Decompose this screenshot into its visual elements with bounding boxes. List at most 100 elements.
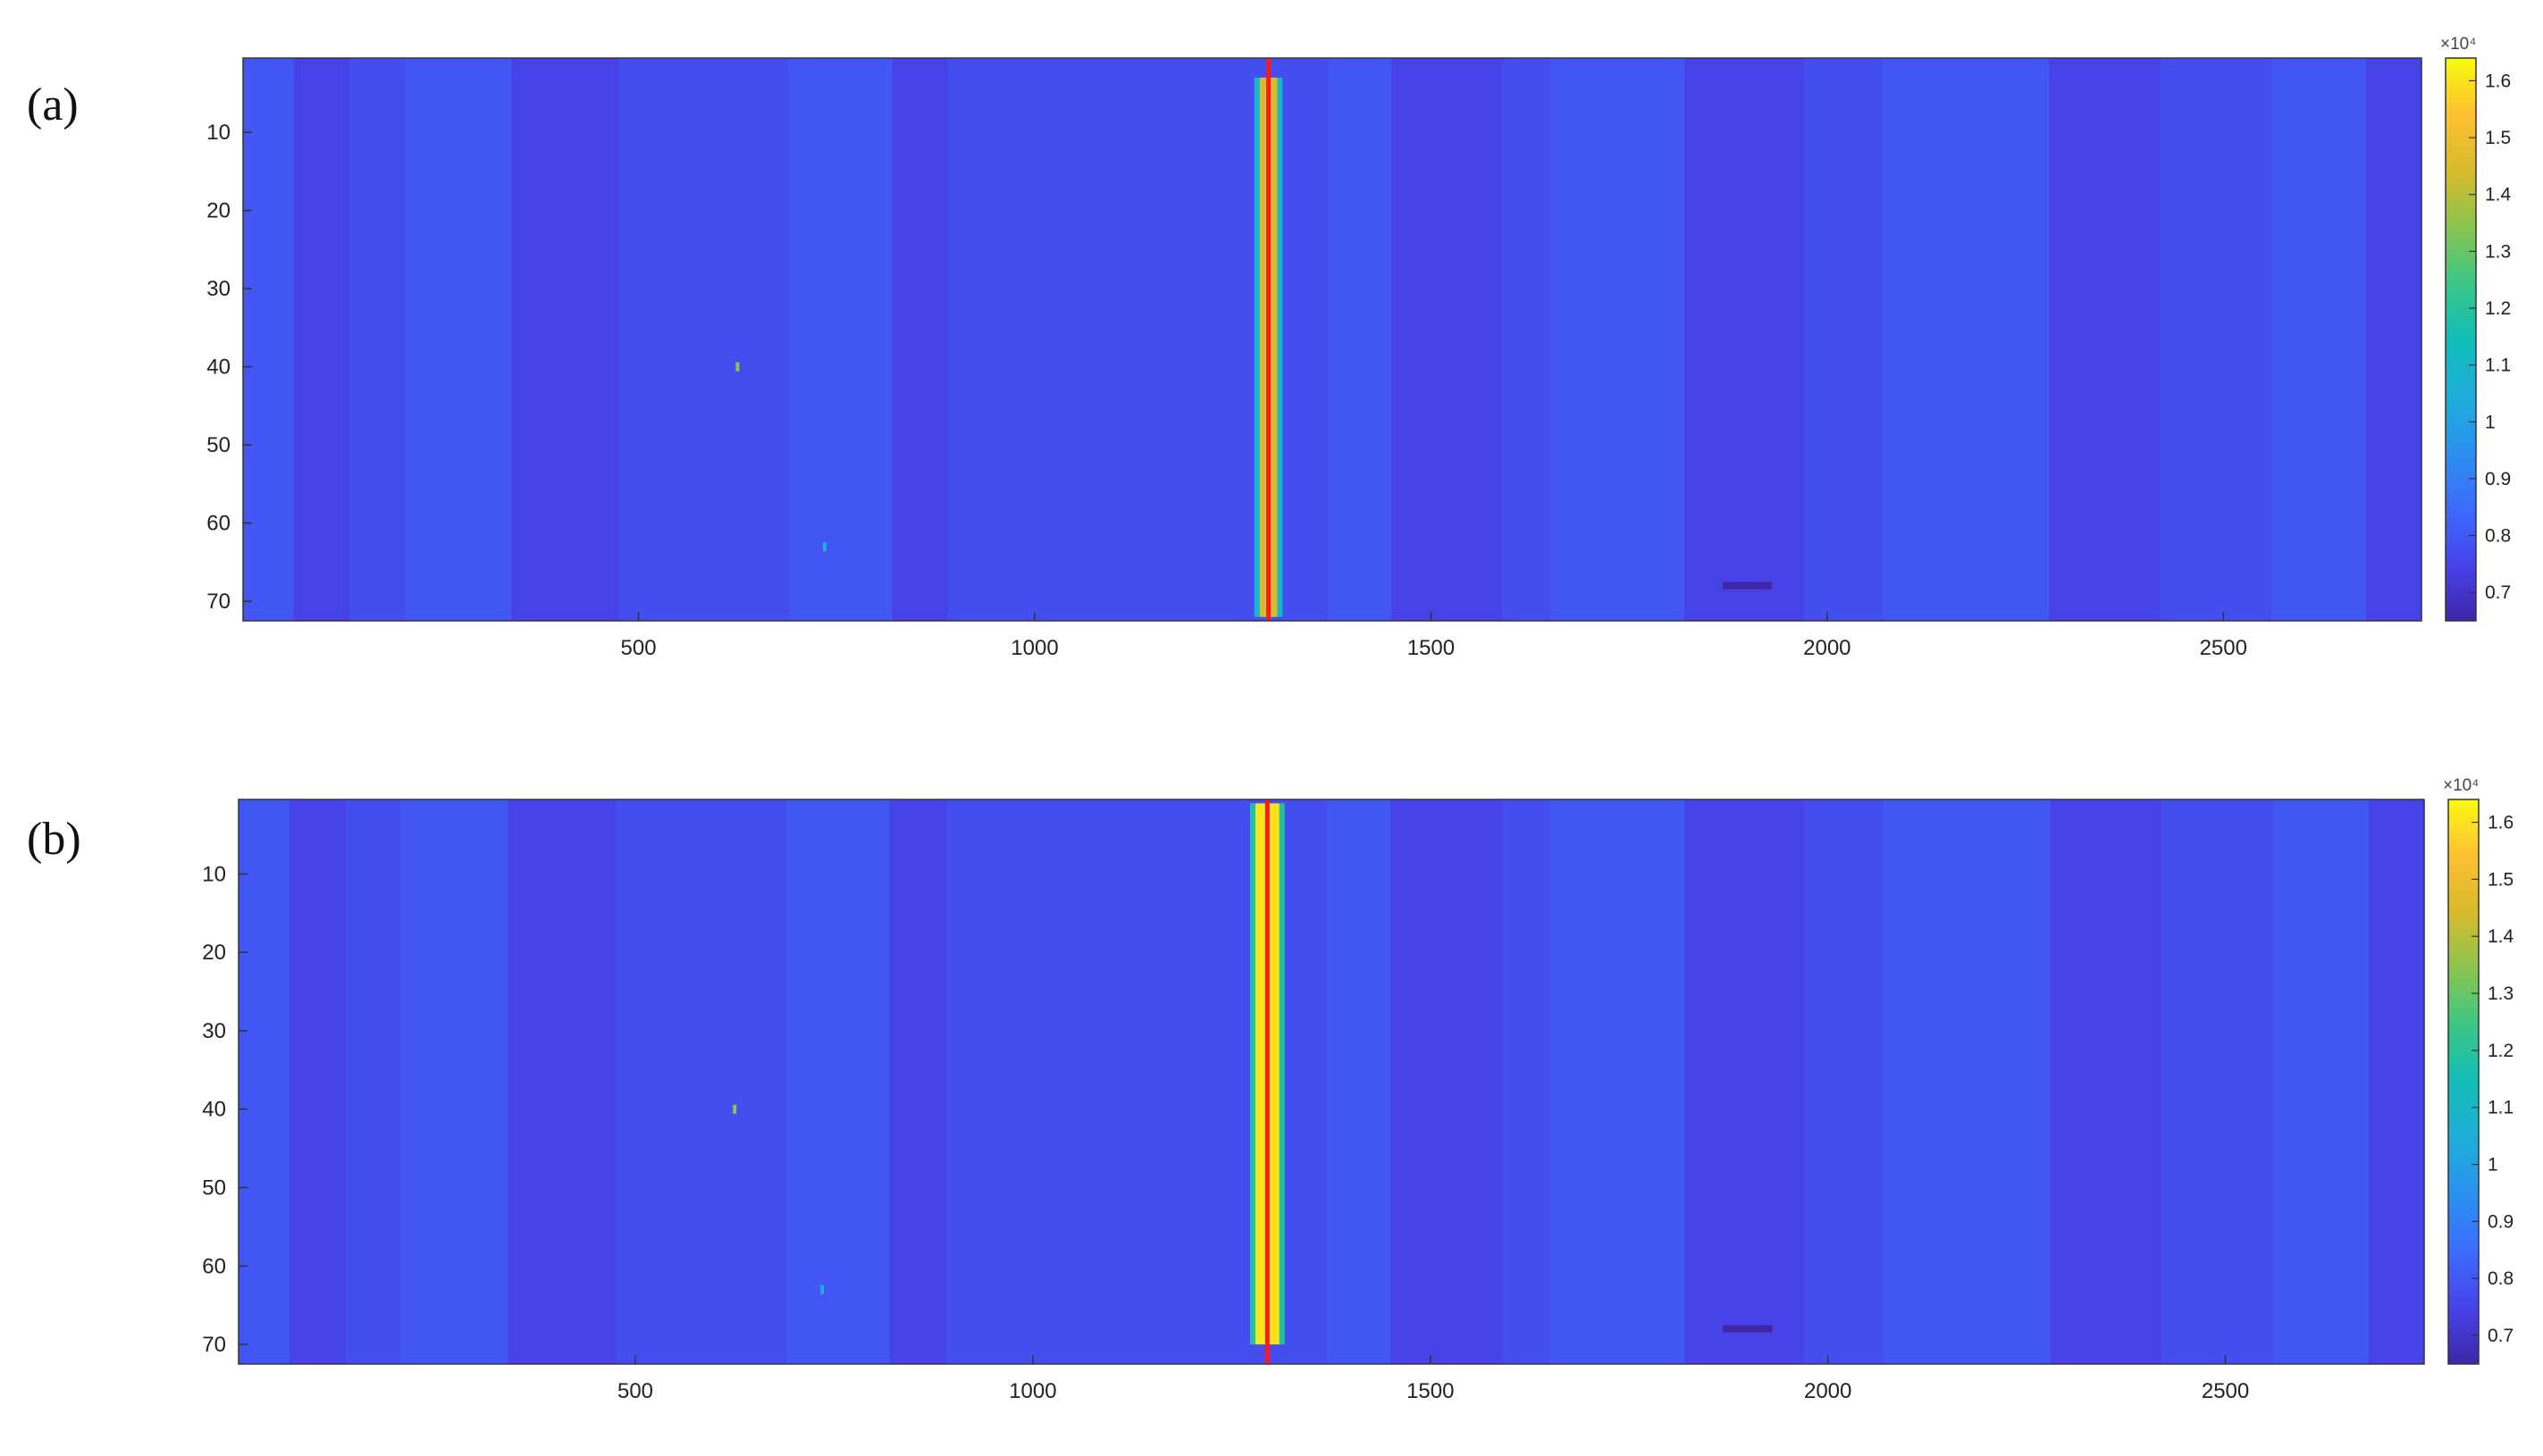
colorbar-tick-label: 1.5 <box>2485 128 2511 148</box>
heatmap-band <box>789 58 893 621</box>
colorbar-tick-label: 0.8 <box>2488 1268 2514 1289</box>
colorbar-tick-label: 1.1 <box>2485 356 2511 376</box>
heatmap-band <box>1882 58 2050 621</box>
heatmap-band <box>293 58 349 621</box>
heatmap-band <box>404 58 512 621</box>
heatmap-band <box>1549 58 1685 621</box>
heatmap-band <box>2161 799 2273 1364</box>
heatmap-band <box>348 58 405 621</box>
x-tick-label: 2000 <box>1803 636 1851 660</box>
x-tick-label: 1500 <box>1406 1379 1454 1403</box>
heatmap-band <box>1502 58 1550 621</box>
heatmap-band <box>2368 799 2424 1364</box>
heatmap-band <box>1327 799 1391 1364</box>
y-tick-label: 60 <box>202 1254 226 1278</box>
x-tick-label: 1500 <box>1407 636 1455 660</box>
heatmap-band <box>1684 58 1804 621</box>
y-tick-label: 30 <box>202 1019 226 1043</box>
heatmap-band <box>1501 799 1550 1364</box>
colorbar-tick-label: 1.4 <box>2488 926 2514 947</box>
x-tick-label: 2500 <box>2202 1379 2249 1403</box>
heatmap-band <box>1803 58 1883 621</box>
colorbar-exponent-label: ×10⁴ <box>2443 776 2479 795</box>
colorbar-tick-label: 1 <box>2485 412 2496 432</box>
y-tick-label: 10 <box>206 121 231 145</box>
x-tick-label: 500 <box>621 636 657 660</box>
heatmap-band <box>289 799 346 1364</box>
heatmap-band <box>2160 58 2271 621</box>
dark-feature <box>1722 582 1772 590</box>
colorbar-tick-label: 1.5 <box>2488 869 2514 890</box>
y-tick-label: 30 <box>206 277 231 301</box>
y-tick-label: 60 <box>206 512 231 536</box>
colorbar-tick-label: 1.6 <box>2485 71 2511 91</box>
heatmap-band <box>618 58 790 621</box>
bright-pixel <box>820 1284 825 1294</box>
heatmap-band <box>1803 799 1884 1364</box>
panel-label: (b) <box>27 814 81 865</box>
colorbar-tick-label: 1.6 <box>2488 813 2514 833</box>
colorbar-tick-label: 0.7 <box>2488 1326 2514 1346</box>
y-tick-label: 50 <box>202 1176 226 1201</box>
heatmap-band <box>2270 58 2366 621</box>
colorbar <box>2447 799 2480 1365</box>
colorbar-exponent-label: ×10⁴ <box>2440 35 2476 54</box>
panel-label: (a) <box>27 79 79 130</box>
y-tick-label: 70 <box>202 1333 226 1357</box>
heatmap-band <box>786 799 890 1364</box>
heatmap-chart: 10 20 30 40 50 60 70 500 1000 1500 2000 2500 0.7 0.8 0… <box>202 776 2514 1403</box>
bright-pixel <box>822 541 827 551</box>
heatmap-band <box>2272 799 2369 1364</box>
x-tick-label: 500 <box>617 1379 653 1403</box>
heatmap-band <box>2365 58 2421 621</box>
heatmap-band <box>1549 799 1685 1364</box>
axes-frame <box>238 799 2425 1365</box>
heatmap-band <box>889 799 946 1364</box>
heatmap-band <box>508 799 616 1364</box>
colorbar-tick-label: 1.2 <box>2488 1041 2514 1061</box>
y-tick-label: 40 <box>202 1098 226 1122</box>
y-tick-label: 20 <box>202 941 226 965</box>
colorbar-tick-label: 1.1 <box>2488 1098 2514 1118</box>
colorbar-tick-label: 0.7 <box>2485 582 2511 603</box>
heatmap-band <box>1390 799 1502 1364</box>
y-tick-label: 10 <box>202 862 226 886</box>
colorbar-tick-label: 0.9 <box>2485 469 2511 490</box>
y-tick-label: 70 <box>206 590 231 614</box>
x-tick-label: 1000 <box>1009 1379 1056 1403</box>
y-tick-label: 50 <box>206 433 231 457</box>
heatmap-band <box>239 799 290 1364</box>
colorbar-tick-label: 0.8 <box>2485 526 2511 547</box>
colorbar-tick-label: 1.4 <box>2485 185 2512 205</box>
colorbar-tick-label: 0.9 <box>2488 1211 2514 1232</box>
heatmap-band <box>2050 799 2162 1364</box>
heatmap-band <box>1684 799 1804 1364</box>
dark-feature <box>1723 1325 1773 1333</box>
colorbar <box>2445 57 2477 622</box>
x-tick-label: 2500 <box>2200 636 2247 660</box>
colorbar-tick-label: 1 <box>2488 1155 2498 1176</box>
colorbar-tick-label: 1.3 <box>2488 983 2514 1004</box>
heatmap-band <box>511 58 619 621</box>
heatmap-band <box>400 799 508 1364</box>
heatmap-band <box>243 58 294 621</box>
panel-a: (a) 10 20 30 40 50 60 70 500 1000 1500 2000 2500 0.7… <box>0 0 2543 715</box>
heatmap-band <box>1391 58 1503 621</box>
axes-frame <box>242 57 2422 622</box>
y-tick-label: 40 <box>206 356 231 380</box>
x-tick-label: 2000 <box>1804 1379 1851 1403</box>
bright-pixel <box>735 362 740 372</box>
colorbar-tick-label: 1.3 <box>2485 241 2511 262</box>
heatmap-band <box>1883 799 2051 1364</box>
heatmap-band <box>1328 58 1392 621</box>
y-tick-label: 20 <box>206 199 231 223</box>
colorbar-tick-label: 1.2 <box>2485 298 2511 319</box>
bright-pixel <box>733 1104 737 1114</box>
heatmap-band <box>345 799 401 1364</box>
panel-b: (b) 10 20 30 40 50 60 70 500 1000 1500 2000 2500 0.7… <box>0 741 2543 1456</box>
heatmap-chart: 10 20 30 40 50 60 70 500 1000 1500 2000 2500 0.7 0.8 0… <box>206 35 2512 660</box>
x-tick-label: 1000 <box>1011 636 1058 660</box>
heatmap-band <box>892 58 948 621</box>
heatmap-band <box>615 799 787 1364</box>
heatmap-band <box>2049 58 2161 621</box>
